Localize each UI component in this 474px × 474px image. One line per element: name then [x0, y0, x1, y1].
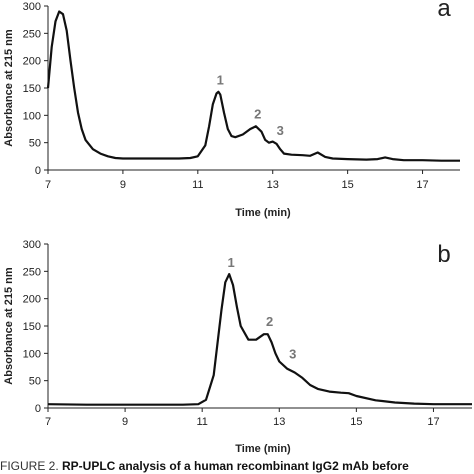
panel-a-series-line — [46, 10, 460, 162]
panel-a-peak-label: 2 — [254, 107, 261, 122]
panel-b-y-tick-label: 250 — [23, 266, 41, 278]
panel-a-y-tick-label: 300 — [23, 1, 41, 13]
panel-a-x-tick-label: 7 — [45, 179, 51, 191]
panel-b-x-tick-label: 13 — [273, 416, 285, 428]
panel-b-peak-label: 2 — [266, 314, 273, 329]
panel-a-y-tick-label: 200 — [23, 56, 41, 68]
caption-prefix: FIGURE 2. — [0, 459, 63, 473]
panel-b-y-tick-label: 50 — [29, 376, 41, 388]
panel-b-peak-label: 3 — [289, 346, 296, 361]
figure-caption: FIGURE 2. RP-UPLC analysis of a human re… — [0, 459, 474, 474]
panel-b-peak-label: 1 — [227, 255, 234, 270]
panel-a-x-tick-label: 13 — [267, 179, 279, 191]
panel-b-x-tick-label: 17 — [427, 416, 439, 428]
panel-a-y-tick-label: 250 — [23, 28, 41, 40]
panel-a-x-axis-title: Time (min) — [235, 207, 291, 219]
panel-b-x-tick-label: 15 — [350, 416, 362, 428]
panel-b-y-tick-label: 300 — [23, 239, 41, 251]
panel-a-y-tick-label: 100 — [23, 110, 41, 122]
panel-a-y-tick-label: 50 — [29, 138, 41, 150]
panel-a-peak-label: 1 — [217, 73, 224, 88]
panel-b-y-tick-label: 100 — [23, 348, 41, 360]
panel-b-x-tick-label: 7 — [45, 416, 51, 428]
panel-a-x-tick-label: 15 — [342, 179, 354, 191]
caption-title: RP-UPLC analysis of a human recombinant … — [62, 459, 409, 473]
panel-b-y-tick-label: 200 — [23, 294, 41, 306]
panel-b-y-tick-label: 150 — [23, 321, 41, 333]
panel-a-x-tick-label: 17 — [416, 179, 428, 191]
panel-b-x-axis-title: Time (min) — [235, 443, 291, 455]
panel-b-y-tick-label: 0 — [35, 403, 41, 415]
panel-b-letter: b — [437, 241, 450, 268]
panel-a-x-tick-label: 11 — [192, 179, 203, 191]
panel-a-y-tick-label: 0 — [35, 165, 41, 177]
panel-a-peak-label: 3 — [277, 123, 284, 138]
panel-a-y-tick-label: 150 — [23, 83, 41, 95]
panel-b-y-axis-title: Absorbance at 215 nm — [3, 267, 15, 385]
panel-b-series-line — [47, 273, 472, 406]
panel-a-letter: a — [437, 0, 451, 22]
panel-b-x-tick-label: 9 — [122, 416, 128, 428]
panel-a-x-tick-label: 9 — [120, 179, 126, 191]
panel-a-y-axis-title: Absorbance at 215 nm — [3, 29, 15, 147]
panel-b-x-tick-label: 11 — [196, 416, 207, 428]
